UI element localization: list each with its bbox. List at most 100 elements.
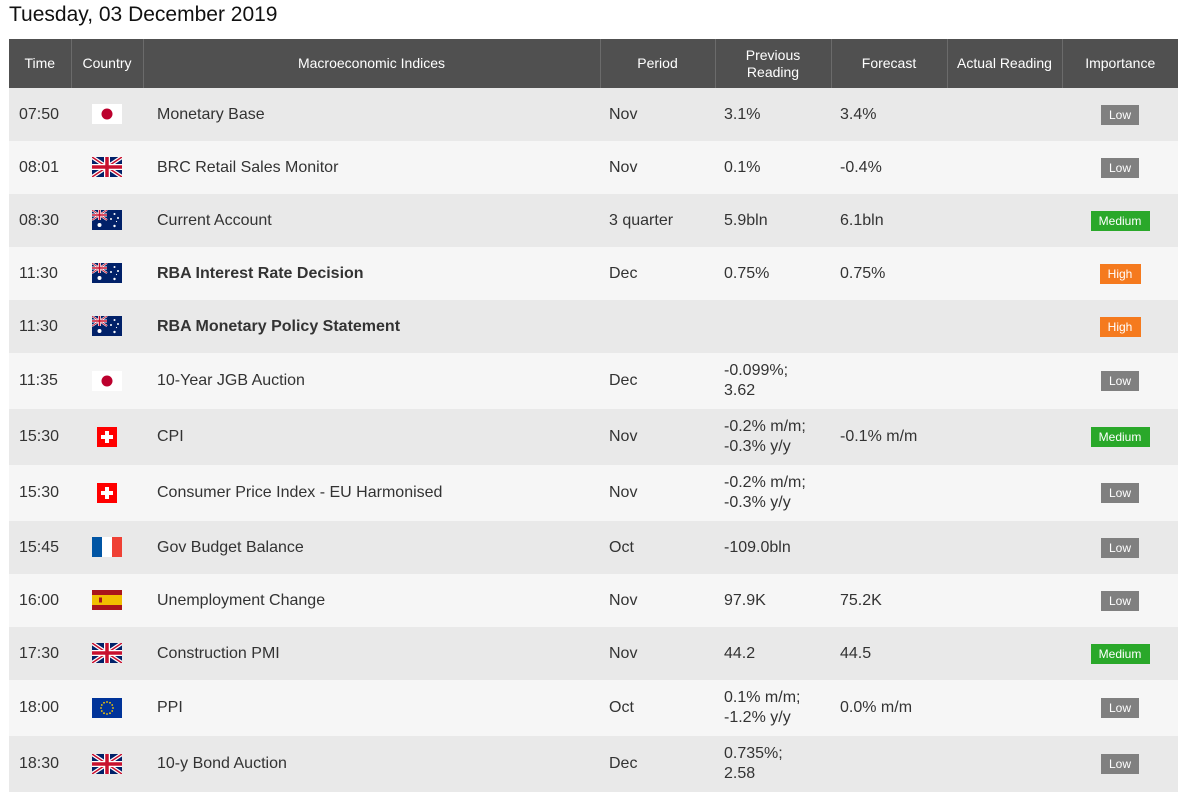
cell-indicator-name[interactable]: Unemployment Change: [157, 591, 326, 609]
cell-period: 3 quarter: [609, 211, 674, 229]
cell-period: Oct: [609, 538, 634, 556]
previous-line1: -0.2% m/m;: [724, 418, 806, 435]
cell-indicator-name[interactable]: BRC Retail Sales Monitor: [157, 158, 339, 176]
cell-period: Nov: [609, 428, 638, 445]
cell-time: 15:30: [19, 484, 60, 501]
cell-actual: [947, 574, 1062, 627]
cell-importance: High: [1062, 300, 1178, 353]
importance-badge: Low: [1101, 754, 1139, 774]
table-row: 17:30 Construction PMI Nov 44.2 44.5 Medium: [9, 627, 1178, 680]
cell-previous: 44.2: [715, 627, 831, 680]
cell-actual: [947, 88, 1062, 141]
cell-period: Nov: [609, 105, 638, 123]
cell-period: Dec: [609, 264, 638, 282]
cell-indicator-name[interactable]: 10-Year JGB Auction: [157, 372, 305, 389]
cell-previous: -0.099%; 3.62: [715, 353, 831, 409]
previous-line1: 0.75%: [724, 264, 770, 282]
table-row: 18:00 PPI Oct 0.1% m/m; -1.2% y/y 0.0% m/m Low: [9, 680, 1178, 736]
previous-line1: 3.1%: [724, 105, 761, 123]
header-period[interactable]: Period: [599, 39, 715, 88]
cell-forecast: 75.2K: [840, 591, 882, 609]
cell-country: [71, 247, 143, 300]
cell-indicator-name[interactable]: CPI: [157, 428, 184, 445]
header-actual[interactable]: Actual Reading: [946, 39, 1062, 88]
uk-flag-icon: [92, 157, 122, 178]
importance-badge: Low: [1101, 590, 1139, 611]
cell-time: 15:30: [19, 428, 60, 445]
cell-indicator-name[interactable]: Consumer Price Index - EU Harmonised: [157, 484, 443, 501]
cell-country: [71, 409, 143, 465]
cell-forecast: [831, 521, 947, 574]
header-indices[interactable]: Macroeconomic Indices: [142, 39, 600, 88]
australia-flag-icon: [92, 316, 122, 337]
cell-country: [71, 300, 143, 353]
header-forecast[interactable]: Forecast: [830, 39, 947, 88]
header-country[interactable]: Country: [70, 39, 143, 88]
cell-importance: Low: [1062, 680, 1178, 736]
header-time[interactable]: Time: [24, 55, 56, 71]
cell-actual: [947, 194, 1062, 247]
eu-flag-icon: [92, 697, 122, 718]
cell-indicator-name[interactable]: RBA Monetary Policy Statement: [157, 317, 401, 335]
cell-time: 15:45: [19, 538, 60, 556]
cell-forecast: [831, 353, 947, 409]
cell-actual: [947, 680, 1062, 736]
cell-time: 11:35: [19, 372, 58, 389]
table-header-row: Time Country Macroeconomic Indices Perio…: [9, 39, 1178, 88]
cell-period: Nov: [609, 591, 638, 609]
importance-badge: Low: [1101, 698, 1139, 718]
previous-line1: -0.099%;: [724, 362, 789, 379]
cell-indicator-name[interactable]: Monetary Base: [157, 105, 265, 123]
cell-indicator-name[interactable]: Current Account: [157, 211, 272, 229]
cell-previous: 0.1%: [715, 141, 831, 194]
cell-importance: Low: [1062, 465, 1178, 521]
cell-forecast: 0.0% m/m: [840, 699, 913, 716]
header-importance[interactable]: Importance: [1061, 39, 1178, 88]
cell-country: [71, 680, 143, 736]
table-row: 16:00 Unemployment Change Nov 97.9K 75.2K Low: [9, 574, 1178, 627]
cell-time: 16:00: [19, 591, 60, 609]
cell-importance: High: [1062, 247, 1178, 300]
cell-forecast: -0.1% m/m: [840, 428, 918, 445]
table-row: 08:30 Current Account 3 quarter 5.9bln 6.1bl…: [9, 194, 1178, 247]
cell-period: Dec: [609, 372, 638, 389]
cell-forecast: [831, 736, 947, 792]
table-row: 11:30 RBA Interest Rate Decision Dec 0.75% 0…: [9, 247, 1178, 300]
header-previous-line2: Reading: [746, 63, 800, 80]
cell-importance: Low: [1062, 353, 1178, 409]
previous-line2: -0.3% y/y: [724, 494, 791, 511]
cell-indicator-name[interactable]: Gov Budget Balance: [157, 538, 304, 556]
japan-flag-icon: [92, 370, 122, 391]
cell-indicator-name[interactable]: 10-y Bond Auction: [157, 755, 287, 772]
cell-indicator-name[interactable]: PPI: [157, 699, 183, 716]
cell-indicator-name[interactable]: RBA Interest Rate Decision: [157, 264, 364, 282]
table-row: 08:01 BRC Retail Sales Monitor Nov 0.1% -0.4…: [9, 141, 1178, 194]
cell-importance: Low: [1062, 736, 1178, 792]
japan-flag-icon: [92, 104, 122, 125]
importance-badge: Low: [1101, 371, 1139, 391]
spain-flag-icon: [92, 590, 122, 611]
cell-period: Nov: [609, 644, 638, 662]
cell-indicator-name[interactable]: Construction PMI: [157, 644, 280, 662]
previous-line1: 44.2: [724, 644, 756, 662]
importance-badge: Low: [1101, 157, 1139, 178]
table-row: 15:30 Consumer Price Index - EU Harmonise…: [9, 465, 1178, 521]
cell-forecast: [831, 465, 947, 521]
cell-time: 18:30: [19, 755, 60, 772]
cell-country: [71, 465, 143, 521]
importance-badge: Medium: [1090, 643, 1150, 664]
previous-line1: 0.735%;: [724, 745, 783, 762]
cell-time: 11:30: [19, 264, 58, 282]
cell-actual: [947, 353, 1062, 409]
cell-actual: [947, 627, 1062, 680]
economic-calendar-table: Time Country Macroeconomic Indices Perio…: [9, 39, 1178, 792]
cell-importance: Medium: [1062, 194, 1178, 247]
cell-previous: 0.1% m/m; -1.2% y/y: [715, 680, 831, 736]
cell-period: Nov: [609, 484, 638, 501]
cell-country: [71, 627, 143, 680]
previous-line1: -0.2% m/m;: [724, 474, 806, 491]
header-previous[interactable]: Previous Reading: [714, 39, 831, 88]
cell-previous: 0.735%; 2.58: [715, 736, 831, 792]
importance-badge: Medium: [1090, 210, 1150, 231]
cell-previous: 0.75%: [715, 247, 831, 300]
